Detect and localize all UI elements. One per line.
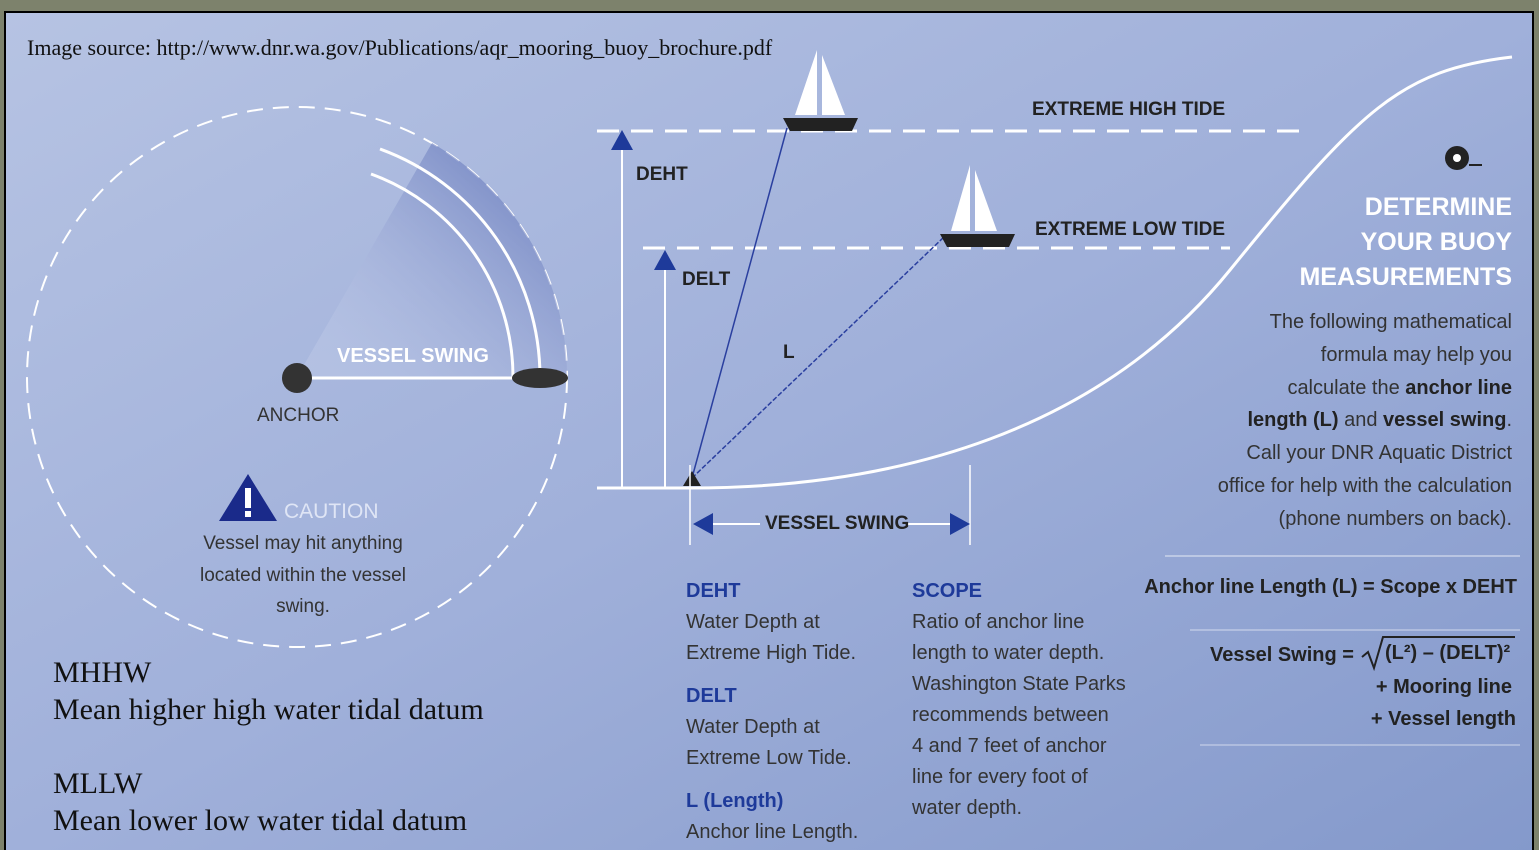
- caution-icon: [245, 511, 251, 517]
- definition-text: line for every foot of: [912, 762, 1088, 792]
- intro-bold: anchor line: [1405, 377, 1512, 399]
- definition-text: Extreme High Tide.: [686, 638, 856, 668]
- panel-title: MEASUREMENTS: [1299, 262, 1512, 292]
- swing-formula-addend: + Vessel length: [1371, 704, 1516, 734]
- legend-abbr: MLLW: [53, 766, 142, 802]
- intro-line: (phone numbers on back).: [1279, 504, 1512, 534]
- definition-text: Ratio of anchor line: [912, 607, 1084, 637]
- intro-line: calculate the anchor line: [1287, 373, 1512, 403]
- anchor-dot: [282, 363, 312, 393]
- definition-text: Anchor line Length.: [686, 817, 858, 847]
- vessel-top: [512, 368, 568, 388]
- legend-meaning: Mean lower low water tidal datum: [53, 803, 467, 839]
- definition-text: Water Depth at: [686, 607, 820, 637]
- low-tide-label: EXTREME LOW TIDE: [1035, 215, 1225, 245]
- definition-text: Water Depth at: [686, 712, 820, 742]
- swing-formula-lhs: Vessel Swing =: [1210, 640, 1354, 670]
- page: Image source: http://www.dnr.wa.gov/Publ…: [0, 0, 1539, 850]
- caution-line: Vessel may hit anything: [153, 529, 453, 559]
- intro-text: formula may help you: [1321, 344, 1512, 366]
- intro-text: (phone numbers on back).: [1279, 508, 1512, 530]
- definition-term: SCOPE: [912, 576, 982, 606]
- legend-abbr: MHHW: [53, 655, 151, 691]
- caution-line: located within the vessel: [153, 561, 453, 591]
- swing-label: VESSEL SWING: [337, 341, 489, 371]
- intro-bold: length (L): [1247, 409, 1338, 431]
- length-label: L: [783, 338, 795, 368]
- buoy-icon: [1453, 154, 1461, 162]
- caution-icon: [245, 488, 251, 508]
- intro-text: Call your DNR Aquatic District: [1246, 442, 1512, 464]
- definition-text: Washington State Parks: [912, 669, 1126, 699]
- definition-text: 4 and 7 feet of anchor: [912, 731, 1107, 761]
- definition-text: water depth.: [912, 793, 1022, 823]
- intro-line: length (L) and vessel swing.: [1247, 405, 1512, 435]
- swing-label: VESSEL SWING: [765, 509, 909, 539]
- caution-line: swing.: [153, 592, 453, 622]
- intro-text: office for help with the calculation: [1218, 475, 1512, 497]
- intro-text: The following mathematical: [1270, 311, 1512, 333]
- definition-term: DEHT: [686, 576, 740, 606]
- swing-formula-addend: + Mooring line: [1376, 672, 1512, 702]
- image-source: Image source: http://www.dnr.wa.gov/Publ…: [27, 33, 772, 63]
- intro-bold: vessel swing: [1383, 409, 1506, 431]
- intro-line: The following mathematical: [1270, 307, 1512, 337]
- intro-line: formula may help you: [1321, 340, 1512, 370]
- intro-text: and: [1339, 409, 1383, 431]
- legend-meaning: Mean higher high water tidal datum: [53, 692, 484, 728]
- definition-text: length to water depth.: [912, 638, 1104, 668]
- definition-term: DELT: [686, 681, 737, 711]
- intro-text: calculate the: [1287, 377, 1405, 399]
- panel-title: DETERMINE: [1365, 192, 1512, 222]
- delt-label: DELT: [682, 265, 730, 295]
- deht-label: DEHT: [636, 160, 688, 190]
- intro-line: Call your DNR Aquatic District: [1246, 438, 1512, 468]
- anchor-label: ANCHOR: [257, 401, 339, 431]
- definition-text: Extreme Low Tide.: [686, 743, 852, 773]
- length-formula: Anchor line Length (L) = Scope x DEHT: [1144, 572, 1517, 602]
- swing-formula-radicand: (L²) – (DELT)²: [1385, 638, 1510, 668]
- definition-text: recommends between: [912, 700, 1109, 730]
- intro-text: .: [1506, 409, 1512, 431]
- panel-title: YOUR BUOY: [1361, 227, 1512, 257]
- definition-term: L (Length): [686, 786, 783, 816]
- caution-title: CAUTION: [284, 497, 379, 527]
- high-tide-label: EXTREME HIGH TIDE: [1032, 95, 1225, 125]
- intro-line: office for help with the calculation: [1218, 471, 1512, 501]
